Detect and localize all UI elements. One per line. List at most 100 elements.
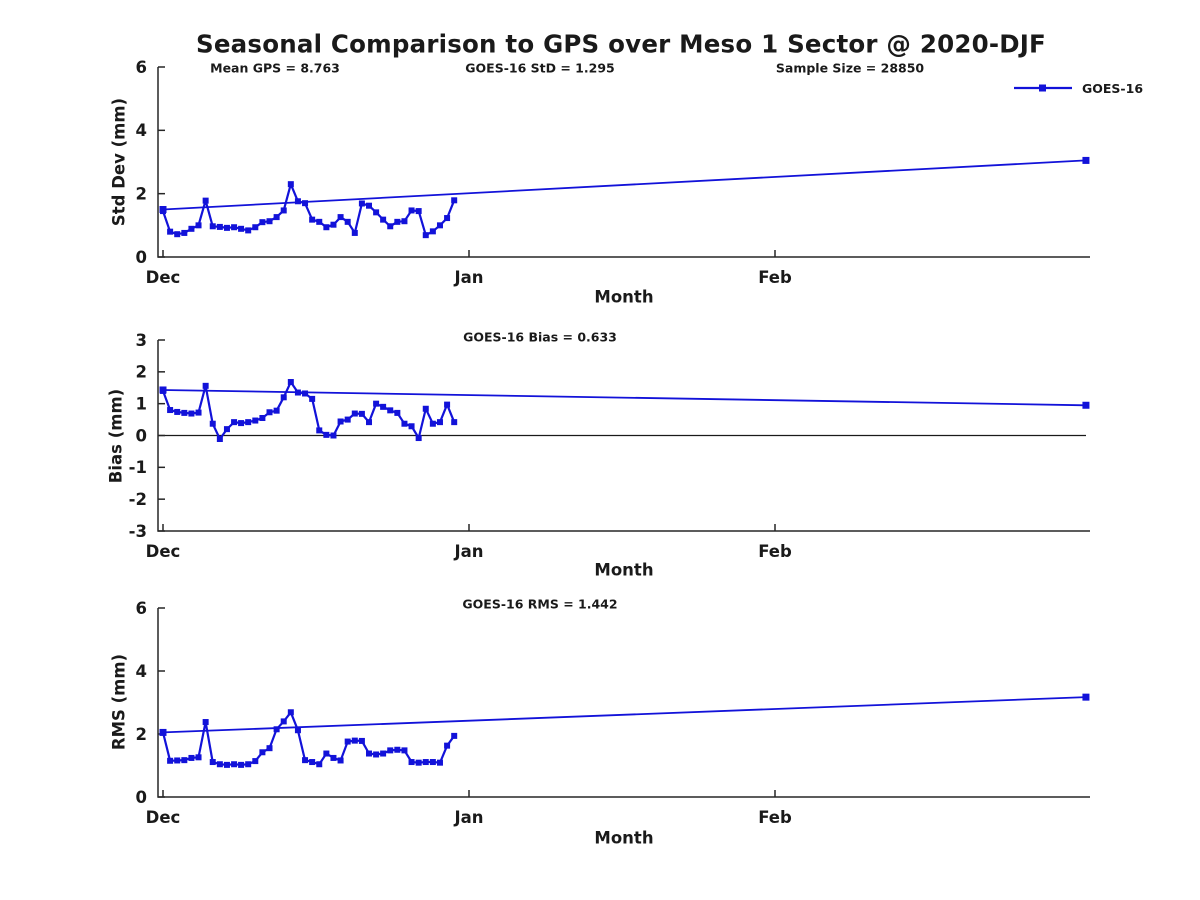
data-point-marker bbox=[344, 218, 351, 225]
legend-square-marker bbox=[1039, 84, 1046, 92]
data-point-marker bbox=[366, 202, 373, 209]
data-point-marker bbox=[223, 761, 230, 768]
y-tick-label: 3 bbox=[136, 331, 147, 350]
trend-end-marker bbox=[1082, 156, 1090, 164]
data-point-marker bbox=[174, 408, 181, 415]
data-point-marker bbox=[444, 401, 451, 408]
data-point-marker bbox=[216, 436, 223, 443]
data-point-marker bbox=[323, 431, 330, 438]
data-point-marker bbox=[436, 419, 443, 426]
data-point-marker bbox=[408, 207, 415, 214]
series-line-GOES-16-trend bbox=[162, 696, 1086, 734]
y-tick-label: 1 bbox=[136, 394, 147, 413]
axis-spines bbox=[157, 67, 1090, 258]
data-point-marker bbox=[167, 407, 174, 414]
data-point-marker bbox=[174, 231, 181, 238]
data-point-marker bbox=[287, 181, 294, 188]
data-point-marker bbox=[422, 405, 429, 412]
legend: GOES-16 bbox=[1012, 80, 1143, 96]
data-point-marker bbox=[387, 747, 394, 754]
data-point-marker bbox=[188, 225, 195, 232]
data-point-marker bbox=[316, 761, 323, 768]
data-point-marker bbox=[330, 432, 337, 439]
figure-title: Seasonal Comparison to GPS over Meso 1 S… bbox=[196, 29, 1046, 59]
data-point-marker bbox=[209, 223, 216, 230]
data-point-marker bbox=[337, 418, 344, 425]
data-point-marker bbox=[245, 227, 252, 234]
data-point-marker bbox=[181, 409, 188, 416]
data-point-marker bbox=[202, 719, 209, 726]
data-point-marker bbox=[444, 742, 451, 749]
data-point-marker bbox=[436, 222, 443, 229]
y-tick-label: 2 bbox=[136, 725, 147, 744]
data-point-marker bbox=[259, 219, 266, 226]
data-point-marker bbox=[209, 759, 216, 766]
data-point-marker bbox=[167, 228, 174, 235]
annotation-goes16-bias: GOES-16 Bias = 0.633 bbox=[463, 329, 617, 345]
data-point-marker bbox=[287, 709, 294, 716]
data-point-marker bbox=[287, 379, 294, 386]
y-tick-label: 6 bbox=[136, 599, 147, 618]
data-point-marker bbox=[252, 417, 259, 424]
data-point-marker bbox=[330, 754, 337, 761]
data-point-marker bbox=[273, 726, 280, 733]
data-point-marker bbox=[358, 200, 365, 207]
legend-label: GOES-16 bbox=[1082, 80, 1144, 96]
ylabel-bias: Bias (mm) bbox=[106, 388, 126, 484]
data-point-marker bbox=[302, 200, 309, 207]
ylabel-std-dev: Std Dev (mm) bbox=[109, 97, 129, 227]
y-tick-label: 4 bbox=[136, 662, 147, 681]
data-point-marker bbox=[451, 197, 458, 204]
y-tick-label: 2 bbox=[136, 363, 147, 382]
data-point-marker bbox=[238, 761, 245, 768]
data-point-marker bbox=[266, 409, 273, 416]
x-tick-label: Jan bbox=[453, 808, 483, 827]
data-point-marker bbox=[266, 218, 273, 225]
data-point-marker bbox=[273, 214, 280, 221]
data-point-marker bbox=[401, 218, 408, 225]
x-tick-label: Dec bbox=[146, 542, 181, 561]
data-point-marker bbox=[351, 229, 358, 236]
data-point-marker bbox=[401, 420, 408, 427]
xlabel-month-bottom: Month bbox=[594, 828, 654, 848]
data-point-marker bbox=[280, 718, 287, 725]
annotation-goes16-std: GOES-16 StD = 1.295 bbox=[465, 60, 615, 76]
x-tick-label: Dec bbox=[146, 268, 181, 287]
data-point-marker bbox=[280, 394, 287, 401]
y-tick-label: 6 bbox=[136, 58, 147, 77]
x-tick-label: Feb bbox=[758, 808, 792, 827]
data-point-marker bbox=[273, 407, 280, 414]
data-point-marker bbox=[231, 224, 238, 231]
trend-end-marker bbox=[159, 206, 167, 213]
data-point-marker bbox=[373, 400, 380, 407]
data-point-marker bbox=[429, 228, 436, 235]
data-point-marker bbox=[188, 410, 195, 417]
data-point-marker bbox=[216, 223, 223, 230]
y-tick-label: -2 bbox=[129, 490, 147, 509]
data-point-marker bbox=[401, 747, 408, 754]
data-point-marker bbox=[245, 419, 252, 426]
trend-end-marker bbox=[159, 728, 167, 736]
data-point-marker bbox=[181, 757, 188, 764]
data-point-marker bbox=[337, 214, 344, 221]
y-tick-label: 2 bbox=[136, 184, 147, 203]
data-point-marker bbox=[302, 757, 309, 764]
data-point-marker bbox=[238, 225, 245, 232]
data-point-marker bbox=[266, 745, 273, 752]
data-point-marker bbox=[202, 197, 209, 204]
data-point-marker bbox=[344, 738, 351, 745]
data-point-marker bbox=[294, 727, 301, 734]
annotation-sample-size: Sample Size = 28850 bbox=[775, 60, 925, 76]
data-point-marker bbox=[223, 426, 230, 433]
data-point-marker bbox=[223, 224, 230, 231]
y-tick-label: 0 bbox=[136, 248, 147, 267]
x-tick-label: Jan bbox=[453, 542, 483, 561]
data-point-marker bbox=[415, 759, 422, 766]
trend-end-marker bbox=[1082, 693, 1090, 701]
data-point-marker bbox=[394, 218, 401, 225]
data-point-marker bbox=[394, 409, 401, 416]
ylabel-rms: RMS (mm) bbox=[109, 653, 129, 751]
data-point-marker bbox=[451, 732, 458, 739]
data-point-marker bbox=[195, 222, 202, 229]
data-point-marker bbox=[309, 759, 316, 766]
